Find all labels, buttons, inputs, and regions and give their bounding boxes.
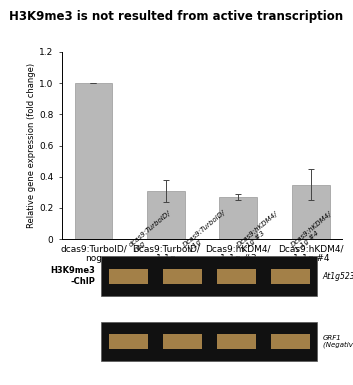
Bar xyxy=(74,83,112,239)
Bar xyxy=(292,184,330,239)
Text: At1g52300: At1g52300 xyxy=(323,271,353,281)
Text: GRF1
(Negative control): GRF1 (Negative control) xyxy=(323,335,353,348)
Bar xyxy=(109,334,148,349)
Bar xyxy=(220,197,257,239)
Text: Dcas9:hKDM4/
1-1g #3: Dcas9:hKDM4/ 1-1g #3 xyxy=(236,210,284,253)
Text: H3K9me3 is not resulted from active transcription: H3K9me3 is not resulted from active tran… xyxy=(10,10,343,23)
Text: Dcas9:TurboID/
1-1g: Dcas9:TurboID/ 1-1g xyxy=(182,209,232,253)
Bar xyxy=(217,334,256,349)
Bar xyxy=(163,334,202,349)
Bar xyxy=(101,256,317,296)
Y-axis label: Relative gene expression (fold change): Relative gene expression (fold change) xyxy=(27,63,36,228)
Bar xyxy=(163,268,202,284)
Text: Dcas9:hKDM4/
1-1g #4: Dcas9:hKDM4/ 1-1g #4 xyxy=(290,210,338,253)
Bar xyxy=(271,268,310,284)
Bar xyxy=(271,334,310,349)
Text: H3K9me3
-ChIP: H3K9me3 -ChIP xyxy=(50,266,95,286)
Bar xyxy=(217,268,256,284)
Bar xyxy=(101,321,317,361)
Bar xyxy=(147,191,185,239)
Text: dcas9:TurboID/
nog: dcas9:TurboID/ nog xyxy=(128,209,177,253)
Bar xyxy=(109,268,148,284)
